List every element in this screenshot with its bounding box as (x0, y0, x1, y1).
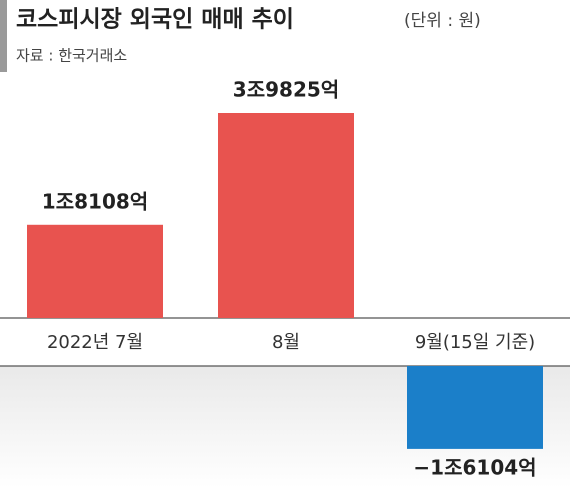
x-tick-label: 9월(15일 기준) (415, 332, 535, 353)
title-bar (0, 0, 7, 72)
source: 자료 : 한국거래소 (16, 47, 127, 65)
chart-title: 코스피시장 외국인 매매 추이 (16, 7, 294, 33)
x-tick-label: 8월 (272, 332, 300, 353)
x-tick-label: 2022년 7월 (47, 332, 143, 353)
unit: (단위 : 원) (404, 11, 481, 31)
value-label: 1조8108억 (42, 189, 148, 213)
value-label: 3조9825억 (233, 78, 339, 102)
bar (407, 366, 543, 449)
value-label: −1조6104억 (413, 455, 536, 479)
bar (218, 113, 354, 318)
bar (27, 224, 163, 318)
